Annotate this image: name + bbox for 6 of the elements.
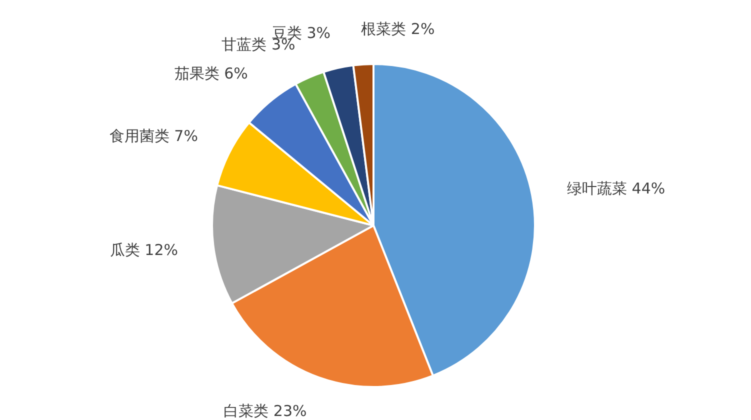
- slice-label: 茄果类 6%: [174, 64, 248, 83]
- slice-label: 绿叶蔬菜 44%: [567, 180, 666, 198]
- slice-label: 瓜类 12%: [110, 241, 178, 260]
- slice-label: 根菜类 2%: [361, 20, 435, 38]
- slice-label: 食用菌类 7%: [109, 127, 198, 146]
- slice-label: 白菜类 23%: [224, 402, 307, 420]
